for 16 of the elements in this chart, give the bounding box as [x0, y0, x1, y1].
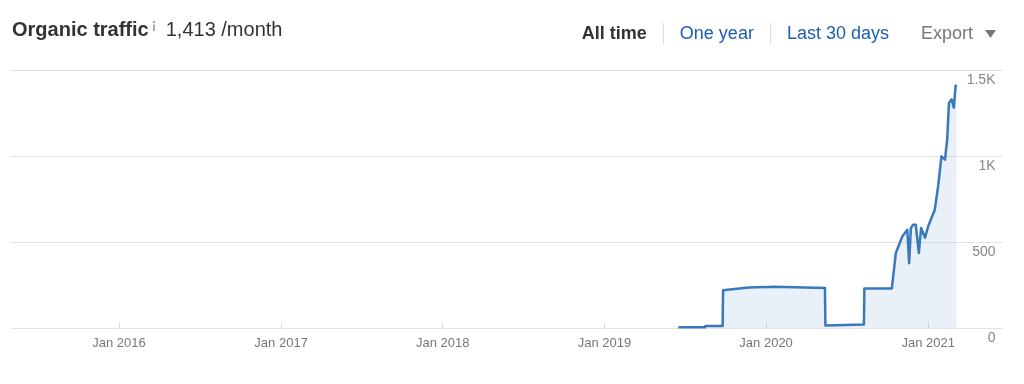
- text: Last 30 days: [769, 23, 905, 44]
- y-tick-label: 0: [987, 328, 996, 345]
- x-tick-label: Jan 2017: [254, 334, 308, 350]
- y-tick-label: 1K: [978, 156, 997, 173]
- x-tick-label: Jan 2019: [577, 334, 632, 350]
- x-tick-label: Jan 2021: [901, 334, 955, 350]
- text: One year: [662, 23, 770, 44]
- chart-subtitle: 1,413 /month: [165, 18, 283, 40]
- x-tick-label: Jan 2018: [416, 334, 470, 350]
- text: Export: [919, 23, 974, 44]
- x-tick-label: Jan 2016: [92, 334, 146, 350]
- x-tick-label: Jan 2020: [739, 334, 793, 350]
- y-tick-label: 500: [972, 242, 996, 259]
- chart-title: Organic traffic: [12, 18, 149, 40]
- y-tick-label: 1.5K: [966, 70, 997, 87]
- text: All time: [580, 23, 648, 44]
